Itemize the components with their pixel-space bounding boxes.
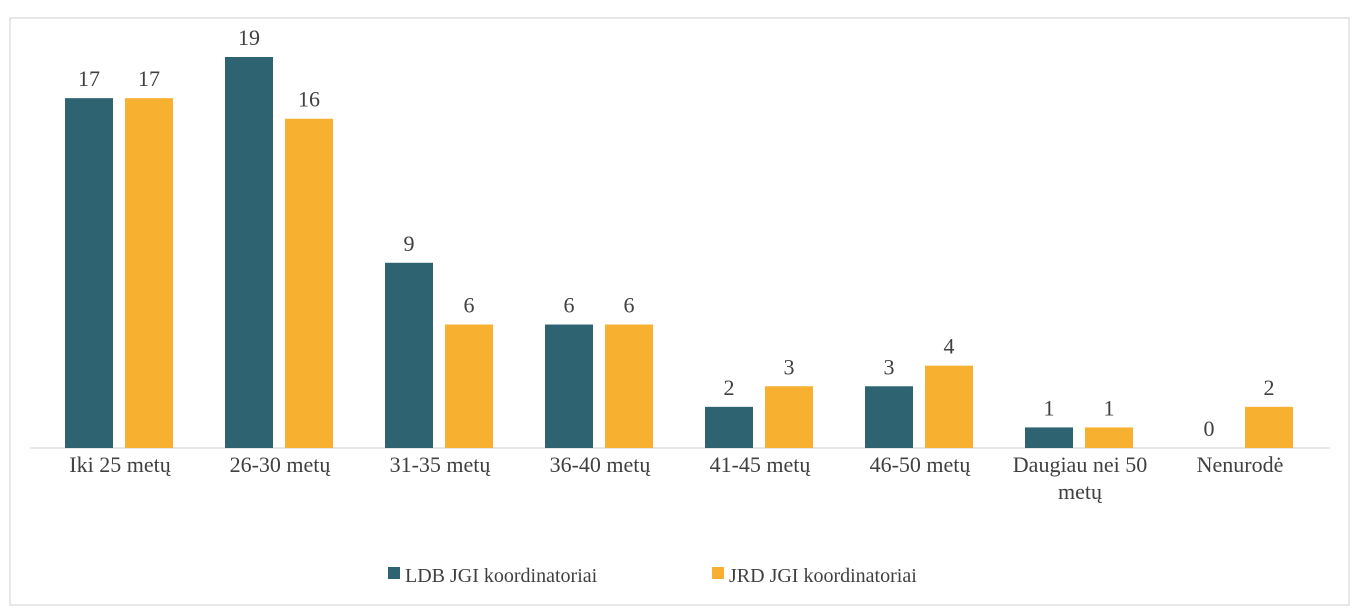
value-label: 19	[238, 25, 260, 50]
x-tick-label: Iki 25 metų	[69, 452, 171, 477]
bar	[125, 98, 173, 448]
legend-label: JRD JGI koordinatoriai	[729, 565, 917, 587]
x-tick-label: 46-50 metų	[869, 452, 971, 477]
value-label: 6	[464, 293, 475, 318]
bar	[765, 386, 813, 448]
x-tick-label: Nenurodė	[1196, 452, 1284, 477]
value-label: 2	[1264, 375, 1275, 400]
bar	[1085, 427, 1133, 448]
legend-label: LDB JGI koordinatoriai	[405, 565, 598, 587]
value-label: 1	[1044, 395, 1055, 420]
bar	[605, 324, 653, 448]
bar	[285, 118, 333, 448]
legend-swatch	[388, 567, 400, 579]
value-label: 17	[78, 66, 100, 91]
value-label: 9	[404, 231, 415, 256]
value-label: 16	[298, 87, 320, 112]
value-label: 1	[1104, 395, 1115, 420]
chart-frame	[9, 17, 1350, 606]
value-label: 17	[138, 66, 160, 91]
bar	[705, 406, 753, 448]
x-tick-label: 36-40 metų	[549, 452, 651, 477]
bar	[1245, 406, 1293, 448]
value-label: 3	[884, 354, 895, 379]
value-label: 3	[784, 354, 795, 379]
bar	[545, 324, 593, 448]
x-tick-label: 26-30 metų	[229, 452, 331, 477]
value-label: 6	[564, 293, 575, 318]
value-label: 0	[1204, 416, 1215, 441]
bar	[225, 57, 273, 448]
bar	[1025, 427, 1073, 448]
value-label: 4	[944, 334, 955, 359]
legend-swatch	[712, 567, 724, 579]
bar	[65, 98, 113, 448]
bar	[925, 365, 973, 448]
x-tick-label: 31-35 metų	[389, 452, 491, 477]
bar	[865, 386, 913, 448]
value-label: 6	[624, 293, 635, 318]
value-label: 2	[724, 375, 735, 400]
bar	[445, 324, 493, 448]
bar	[385, 262, 433, 448]
x-tick-label: Daugiau nei 50 metų	[1012, 452, 1148, 504]
x-tick-label: 41-45 metų	[709, 452, 811, 477]
